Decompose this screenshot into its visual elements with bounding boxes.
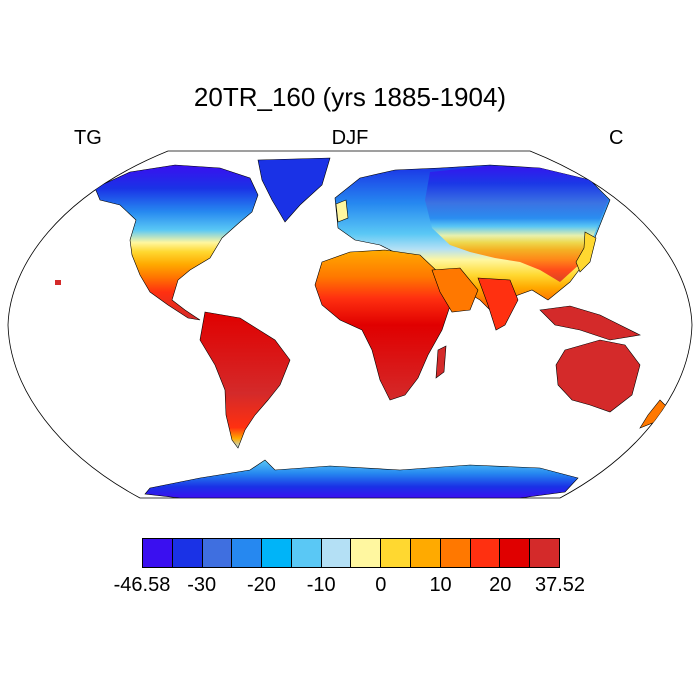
colorbar-box — [172, 539, 203, 567]
arabia — [431, 267, 479, 313]
colorbar-tick-label: 0 — [375, 574, 387, 596]
hawaii — [55, 280, 61, 285]
madagascar — [435, 345, 447, 379]
map-title: 20TR_160 (yrs 1885-1904) — [193, 82, 507, 112]
colorbar-tick-label: 10 — [429, 574, 452, 596]
colorbar-box — [530, 539, 559, 567]
japan — [575, 231, 597, 273]
asia-interior — [425, 166, 608, 282]
variable-label: TG — [74, 127, 102, 149]
colorbar-box — [500, 539, 531, 567]
units-label: C — [609, 127, 624, 149]
colorbar-ticks: -46.58 -30 -20 -10 0 10 20 37.52 — [0, 574, 700, 598]
colorbar-box — [232, 539, 263, 567]
north-america — [94, 164, 259, 321]
colorbar-box — [143, 539, 173, 567]
south-america — [199, 311, 291, 449]
colorbar-box — [351, 539, 382, 567]
india — [477, 277, 519, 331]
colorbar-tick-label: 37.52 — [534, 574, 586, 596]
southeast-asia — [539, 305, 641, 341]
colorbar-tick-label: -46.58 — [113, 574, 171, 596]
colorbar-tick-label: -20 — [246, 574, 276, 596]
greenland — [257, 157, 331, 223]
colorbar-tick-label: -10 — [306, 574, 336, 596]
colorbar-box — [262, 539, 292, 567]
colorbar — [142, 538, 560, 568]
colorbar-box — [291, 539, 322, 567]
new-zealand — [639, 399, 669, 429]
colorbar-box — [411, 539, 441, 567]
colorbar-box — [321, 539, 352, 567]
colorbar-box — [202, 539, 233, 567]
colorbar-box — [470, 539, 501, 567]
british-isles — [335, 199, 349, 223]
colorbar-box — [381, 539, 412, 567]
antarctica — [144, 459, 579, 498]
africa — [314, 249, 453, 401]
season-label: DJF — [331, 127, 369, 149]
colorbar-tick-label: -30 — [187, 574, 217, 596]
australia — [555, 339, 641, 413]
globe-outline — [7, 150, 693, 499]
colorbar-tick-label: 20 — [489, 574, 512, 596]
colorbar-box — [440, 539, 471, 567]
